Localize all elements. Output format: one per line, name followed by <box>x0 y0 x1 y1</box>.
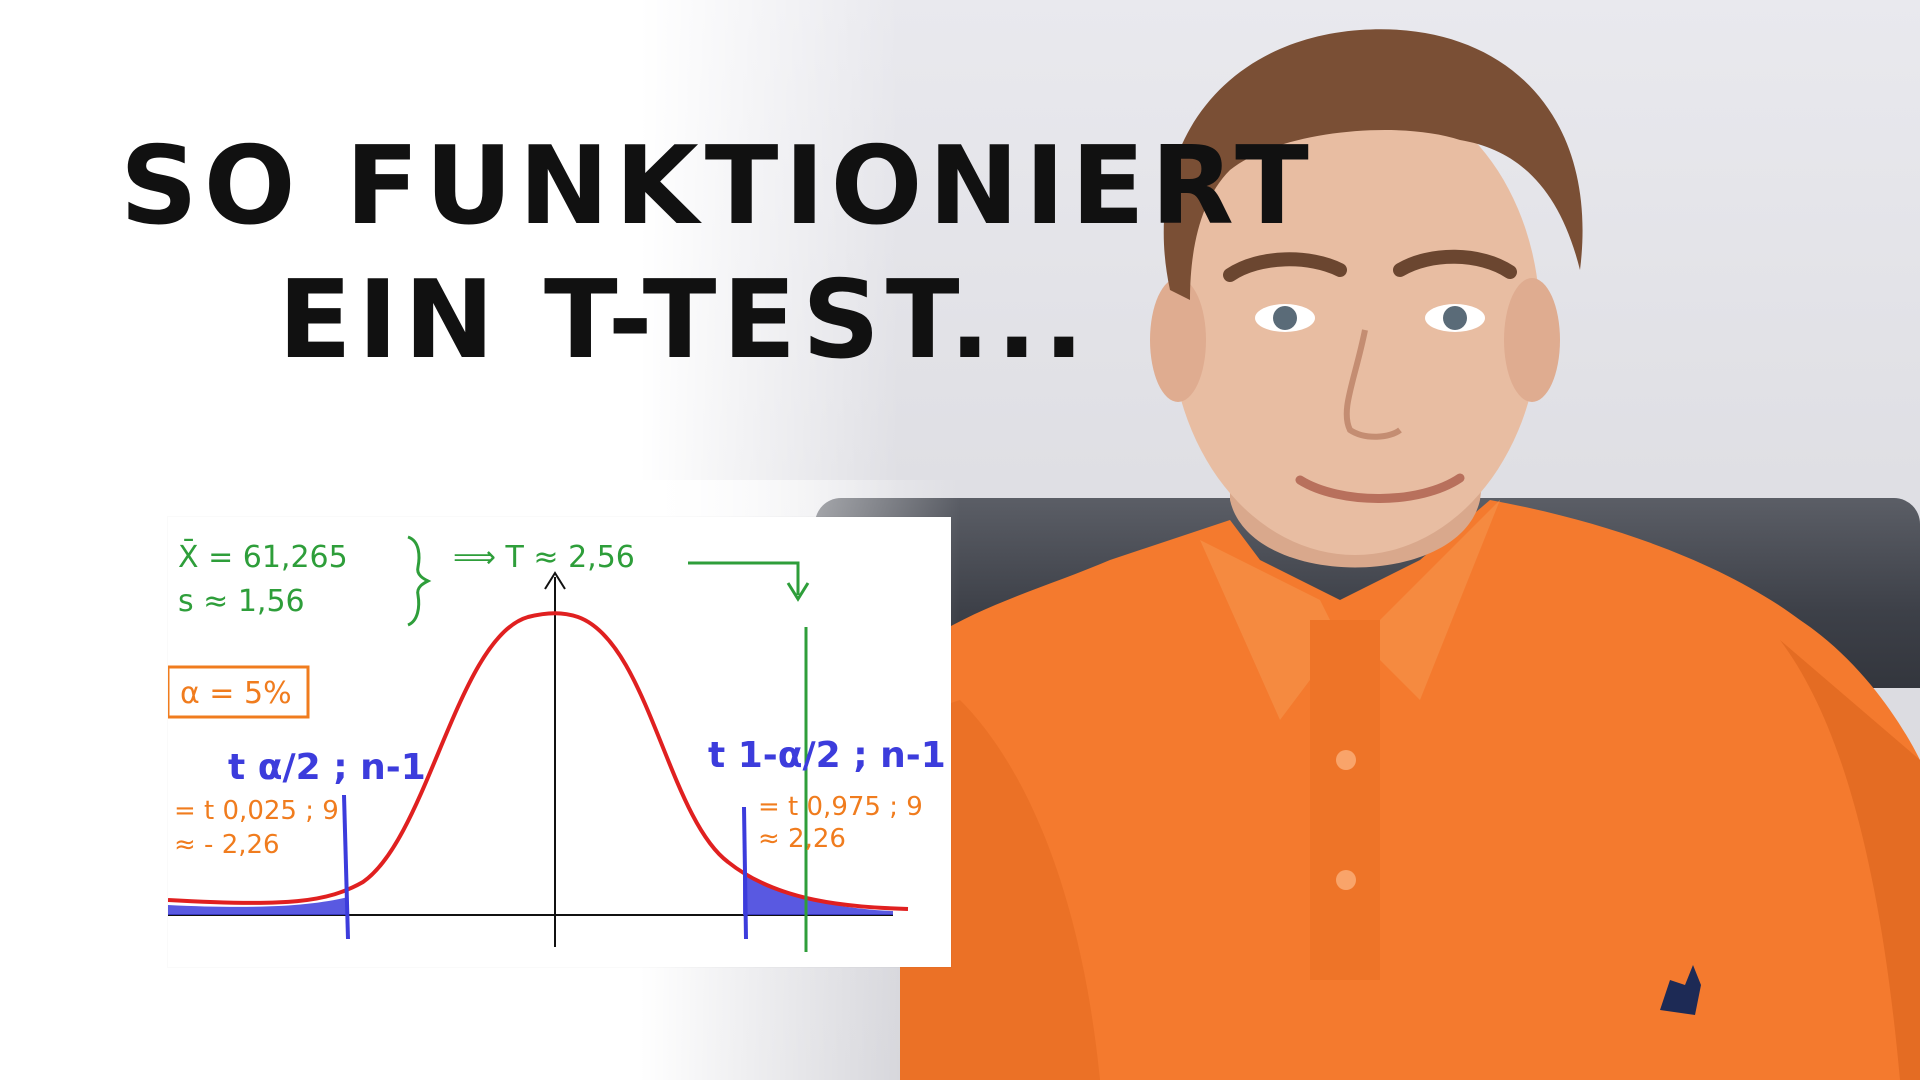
y-axis-arrow <box>544 571 566 590</box>
headline: So funktioniert ein t-Test... <box>120 120 1315 388</box>
left-critical-value-1: = t 0,025 ; 9 <box>174 796 339 826</box>
headline-line-2: ein t-Test... <box>278 258 1091 383</box>
result-arrow <box>688 561 800 595</box>
left-rejection-area <box>168 897 348 915</box>
left-critical-line <box>342 794 350 940</box>
brace <box>407 535 432 627</box>
bell-curve <box>168 611 909 911</box>
result-arrow-head <box>786 582 810 602</box>
s-label: s ≈ 1,56 <box>178 584 305 619</box>
right-critical-line <box>742 806 748 940</box>
headline-line-1: So funktioniert <box>120 124 1315 249</box>
right-critical-value-1: = t 0,975 ; 9 <box>758 792 923 822</box>
alpha-box <box>168 665 310 719</box>
right-critical-value-2: ≈ 2,26 <box>758 824 846 854</box>
left-critical-label: t α/2 ; n-1 <box>228 747 426 788</box>
xbar-label: X̄ = 61,265 <box>178 539 348 575</box>
right-rejection-area <box>743 875 893 915</box>
alpha-label: α = 5% <box>180 676 292 711</box>
right-critical-label: t 1-α/2 ; n-1 <box>708 735 946 776</box>
result-label: ⟹ T ≈ 2,56 <box>453 540 635 575</box>
left-critical-value-2: ≈ - 2,26 <box>174 830 280 860</box>
whiteboard-sketch: X̄ = 61,265 s ≈ 1,56 ⟹ T ≈ 2,56 α = 5% t… <box>168 517 951 967</box>
